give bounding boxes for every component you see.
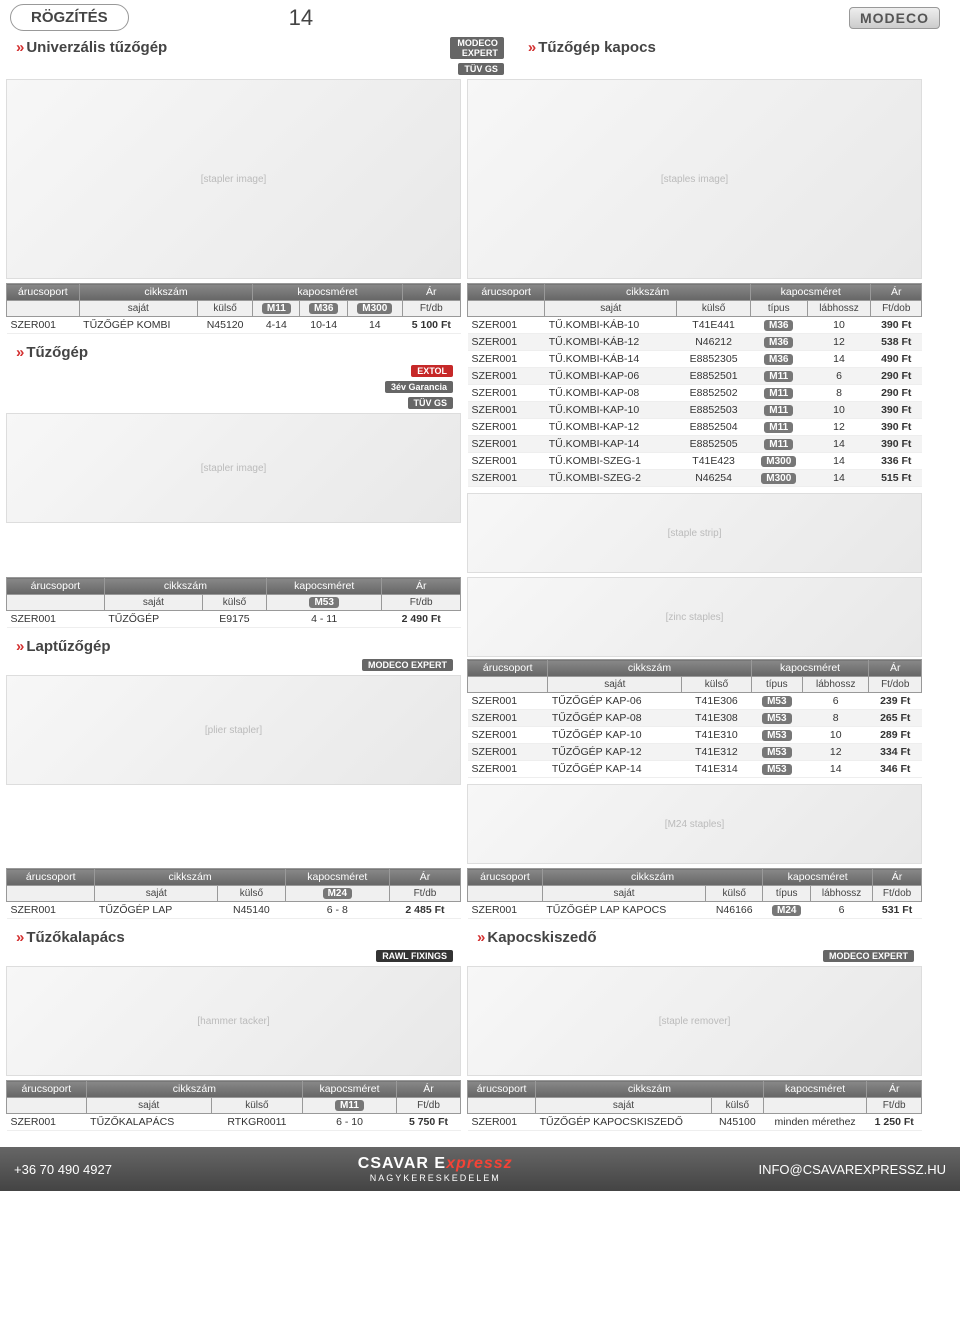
product-image-staples: [staples image]	[467, 79, 922, 279]
product-image-hammer-tacker: [hammer tacker]	[6, 966, 461, 1076]
tuv-badge: TÜV GS	[458, 63, 504, 75]
th-ftdb: Ft/db	[402, 301, 460, 317]
table-row: SZER001TŰZŐGÉP KAP-06T41E306M536239 Ft	[468, 693, 922, 710]
table-tuzogep-kombi: árucsoport cikkszám kapocsméret Ár saját…	[6, 283, 461, 334]
table-row: SZER001 TŰZŐGÉP E9175 4 - 11 2 490 Ft	[7, 611, 461, 628]
table-row: SZER001TŰZŐGÉP KAP-14T41E314M5314346 Ft	[468, 761, 922, 778]
tuv-badge-2: TÜV GS	[408, 397, 454, 409]
table-row: SZER001TŰZŐGÉP KAP-12T41E312M5312334 Ft	[468, 744, 922, 761]
product-image-staple-strip: [staple strip]	[467, 493, 922, 573]
table-row: SZER001TŰ.KOMBI-SZEG-2N46254M30014515 Ft	[468, 470, 922, 487]
modeco-expert-badge: MODECO EXPERT	[450, 37, 504, 59]
brand-logo: MODECO	[849, 7, 940, 29]
garancia-badge: 3év Garancia	[385, 381, 453, 393]
table-kalapacs: árucsoport cikkszám kapocsméret Ár saját…	[6, 1080, 461, 1131]
section-tuzogep: Tűzőgép	[6, 340, 461, 363]
table-row: SZER001TŰZŐGÉP KAP-08T41E308M538265 Ft	[468, 710, 922, 727]
table-row: SZER001TŰ.KOMBI-KÁB-10T41E441M3610390 Ft	[468, 317, 922, 334]
section-laptuzogep: Laptűzőgép	[6, 634, 461, 657]
th-cikkszam: cikkszám	[79, 284, 253, 301]
badge-m36: M36	[309, 303, 338, 314]
section-univerzalis-tuzogep: Univerzális tűzőgép	[6, 35, 442, 58]
product-image-plier-stapler: [plier stapler]	[6, 675, 461, 785]
table-row: SZER001 TŰZŐGÉP KOMBI N45120 4-14 10-14 …	[7, 317, 461, 334]
product-image-zinc-staples: [zinc staples]	[467, 577, 922, 657]
product-image-stapler: [stapler image]	[6, 413, 461, 523]
table-row: SZER001TŰZŐGÉP KAP-10T41E310M5310289 Ft	[468, 727, 922, 744]
page-footer: +36 70 490 4927 CSAVAR Expressz NAGYKERE…	[0, 1147, 960, 1191]
table-row: SZER001TŰ.KOMBI-KAP-12E8852504M1112390 F…	[468, 419, 922, 436]
section-tuzogep-kapocs: Tűzőgép kapocs	[518, 35, 954, 58]
th-sajat: saját	[79, 301, 197, 317]
table-row: SZER001TŰ.KOMBI-KÁB-14E8852305M3614490 F…	[468, 351, 922, 368]
table-row: SZER001 TŰZŐGÉP KAPOCSKISZEDŐ N45100 min…	[468, 1114, 922, 1131]
table-row: SZER001TŰ.KOMBI-KAP-10E8852503M1110390 F…	[468, 402, 922, 419]
table-row: SZER001 TŰZŐKALAPÁCS RTKGR0011 6 - 10 5 …	[7, 1114, 461, 1131]
modeco-expert-badge-3: MODECO EXPERT	[823, 950, 914, 962]
th-arucsoport: árucsoport	[7, 284, 80, 301]
footer-phone: +36 70 490 4927	[14, 1162, 112, 1177]
table-row: SZER001TŰ.KOMBI-KAP-14E8852505M1114390 F…	[468, 436, 922, 453]
table-kiszedo: árucsoport cikkszám kapocsméret Ár saját…	[467, 1080, 922, 1131]
table-tuzogep-simple: árucsoport cikkszám kapocsméret Ár saját…	[6, 577, 461, 628]
table-row: SZER001TŰ.KOMBI-KAP-06E8852501M116290 Ft	[468, 368, 922, 385]
section-kapocskiszedo: Kapocskiszedő	[467, 925, 922, 948]
product-image-staple-remover: [staple remover]	[467, 966, 922, 1076]
rawl-badge: RAWL FIXINGS	[376, 950, 453, 962]
table-lap-kapocs: árucsoport cikkszám kapocsméret Ár saját…	[467, 868, 922, 919]
extol-badge: EXTOL	[411, 365, 453, 377]
page-header: RÖGZÍTÉS 14 MODECO	[0, 0, 960, 35]
table-row: SZER001TŰ.KOMBI-KAP-08E8852502M118290 Ft	[468, 385, 922, 402]
th-ar: Ár	[402, 284, 460, 301]
product-image-m24-staples: [M24 staples]	[467, 784, 922, 864]
badge-m11: M11	[262, 303, 291, 314]
th-kulso: külső	[197, 301, 253, 317]
table-kapocs: árucsoport cikkszám kapocsméret Ár saját…	[467, 283, 922, 487]
page-number: 14	[289, 5, 313, 31]
table-row: SZER001TŰ.KOMBI-KÁB-12N46212M3612538 Ft	[468, 334, 922, 351]
table-row: SZER001 TŰZŐGÉP LAP KAPOCS N46166 M24 6 …	[468, 902, 922, 919]
product-image-univ-stapler: [stapler image]	[6, 79, 461, 279]
footer-brand: CSAVAR Expressz NAGYKERESKEDELEM	[112, 1155, 759, 1183]
table-stapler-kap: árucsoport cikkszám kapocsméret Ár saját…	[467, 659, 922, 778]
badge-m300: M300	[357, 303, 392, 314]
table-lap: árucsoport cikkszám kapocsméret Ár saját…	[6, 868, 461, 919]
modeco-expert-badge-2: MODECO EXPERT	[362, 659, 453, 671]
section-tuzokalapacs: Tűzőkalapács	[6, 925, 461, 948]
category-tab: RÖGZÍTÉS	[10, 4, 129, 31]
footer-email: INFO@CSAVAREXPRESSZ.HU	[758, 1162, 946, 1177]
table-row: SZER001 TŰZŐGÉP LAP N45140 6 - 8 2 485 F…	[7, 902, 461, 919]
table-row: SZER001TŰ.KOMBI-SZEG-1T41E423M30014336 F…	[468, 453, 922, 470]
th-kapocsmeret: kapocsméret	[253, 284, 402, 301]
